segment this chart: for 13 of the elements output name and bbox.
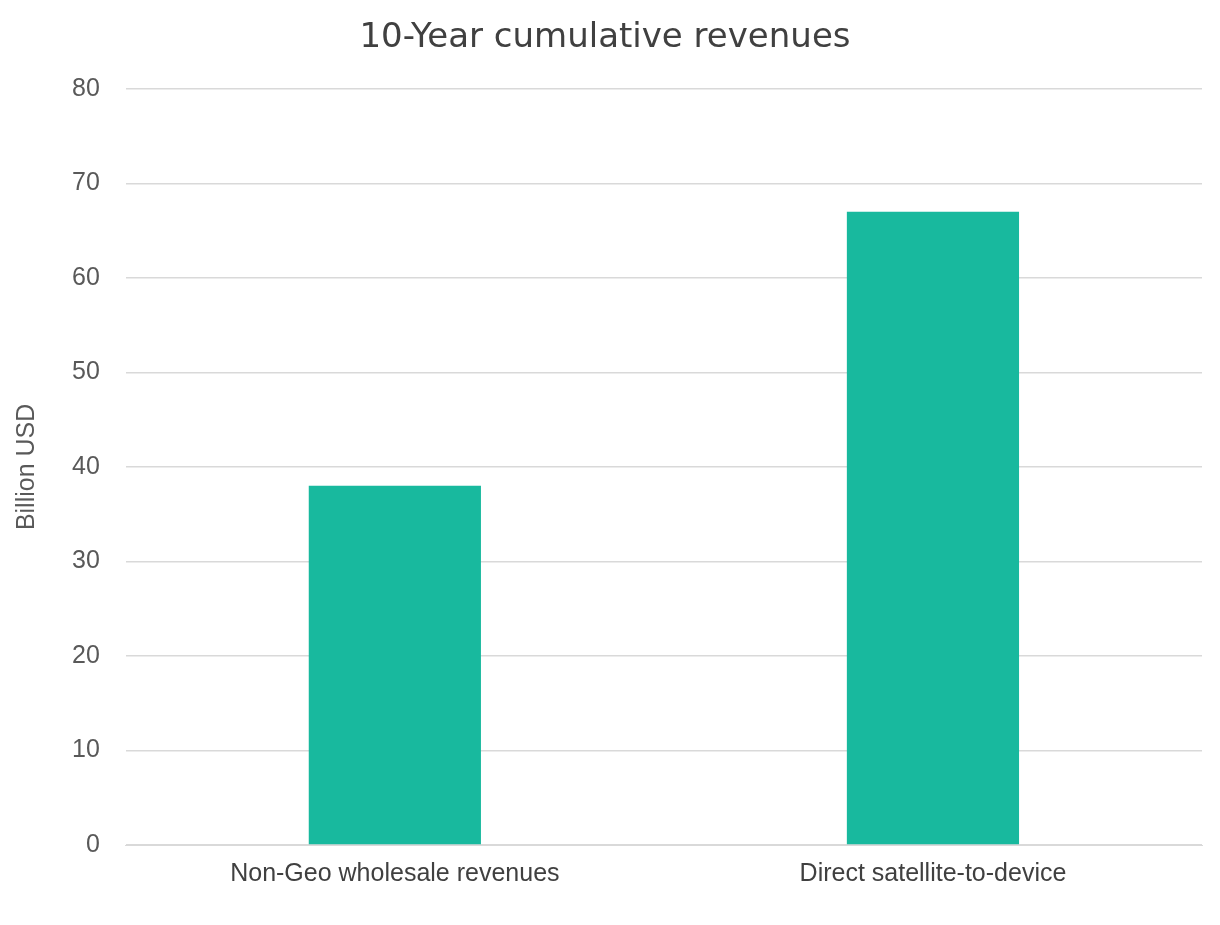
- y-tick-label: 50: [72, 356, 100, 385]
- chart-title: 10-Year cumulative revenues: [359, 15, 851, 56]
- y-tick-label: 0: [85, 828, 100, 857]
- y-tick-label: 20: [72, 639, 100, 668]
- y-tick-label: 30: [72, 545, 100, 574]
- y-tick-label: 40: [72, 450, 100, 479]
- y-axis-title: Billion USD: [10, 403, 39, 531]
- x-tick-label: Non-Geo wholesale revenues: [230, 857, 560, 886]
- y-tick-label: 80: [72, 72, 100, 101]
- x-tick-label: Direct satellite-to-device: [799, 857, 1067, 886]
- y-tick-label: 60: [72, 261, 100, 290]
- y-tick-label: 70: [72, 167, 100, 196]
- y-tick-label: 10: [72, 734, 100, 763]
